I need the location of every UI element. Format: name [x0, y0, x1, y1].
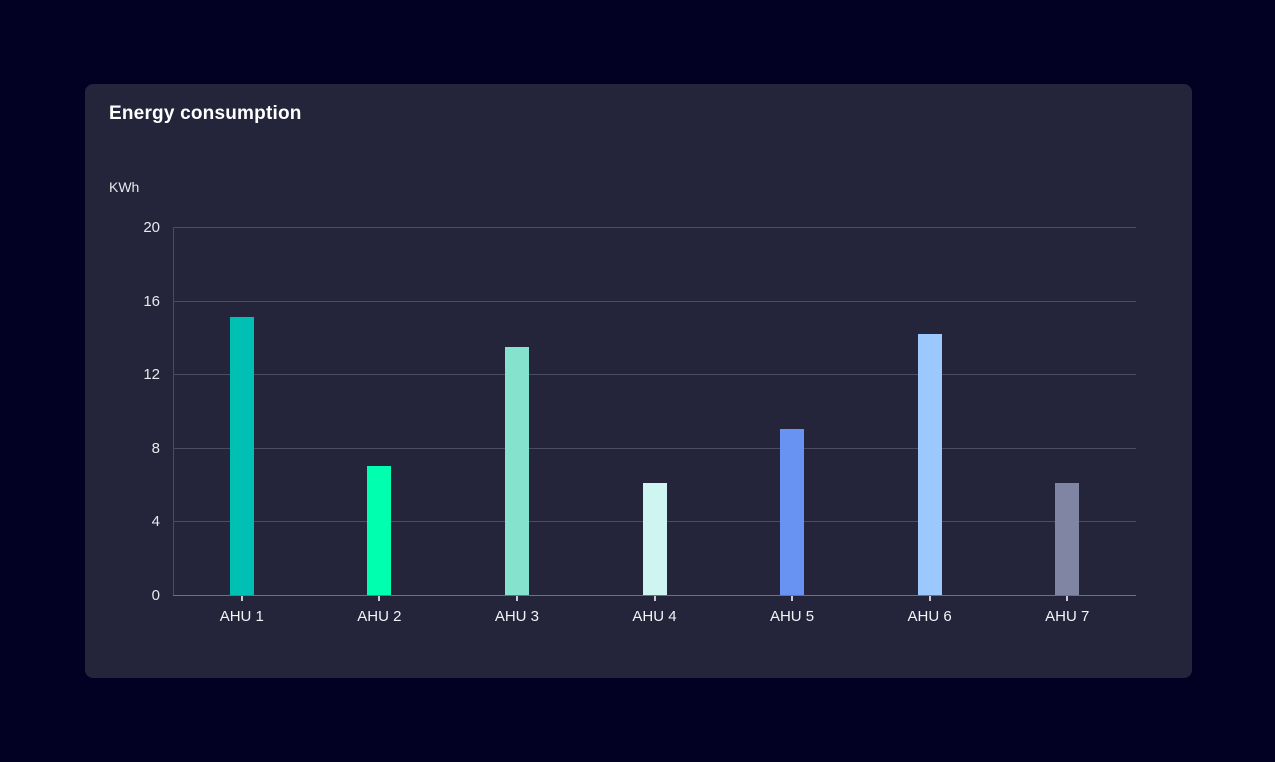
x-label-ahu-2: AHU 2	[357, 608, 402, 625]
x-tick-ahu-3	[515, 596, 518, 601]
x-tick-ahu-2	[378, 596, 381, 601]
y-axis-unit-label: KWh	[109, 179, 140, 195]
x-tick-ahu-4	[653, 596, 656, 601]
bar-ahu-6	[917, 333, 942, 595]
bar-ahu-5	[780, 429, 805, 595]
gridline-16	[173, 300, 1136, 302]
bar-ahu-4	[642, 482, 667, 595]
gridline-8	[173, 447, 1136, 449]
x-label-ahu-1: AHU 1	[219, 608, 264, 625]
x-tick-ahu-7	[1066, 596, 1069, 601]
x-tick-ahu-1	[240, 596, 243, 601]
gridline-12	[173, 374, 1136, 376]
y-axis-line	[173, 227, 174, 595]
y-tick-label-16: 16	[143, 292, 160, 310]
gridline-20	[173, 227, 1136, 228]
y-tick-label-20: 20	[143, 219, 160, 236]
bar-ahu-1	[229, 317, 254, 595]
chart-title: Energy consumption	[109, 103, 302, 124]
y-tick-label-8: 8	[151, 439, 160, 457]
x-label-ahu-3: AHU 3	[494, 608, 540, 625]
y-tick-label-4: 4	[151, 513, 160, 531]
x-axis-line	[173, 595, 1136, 596]
y-tick-label-12: 12	[143, 366, 160, 384]
bar-ahu-7	[1055, 482, 1080, 595]
x-tick-ahu-5	[791, 596, 794, 601]
x-tick-ahu-6	[928, 596, 931, 601]
energy-consumption-card: Energy consumption KWh 0 4 8 12 16 20 AHU 1 AHU…	[85, 84, 1192, 678]
x-label-ahu-4: AHU 4	[632, 608, 677, 625]
bar-ahu-2	[367, 466, 392, 595]
bar-ahu-3	[504, 346, 529, 595]
y-tick-label-0: 0	[151, 587, 160, 604]
x-label-ahu-7: AHU 7	[1045, 608, 1090, 625]
chart-plot-area: 0 4 8 12 16 20 AHU 1 AHU 2 AHU 3 AHU 4 AHU 5 AHU 6 A…	[143, 220, 1136, 625]
x-label-ahu-5: AHU 5	[769, 608, 815, 625]
x-label-ahu-6: AHU 6	[907, 608, 952, 625]
